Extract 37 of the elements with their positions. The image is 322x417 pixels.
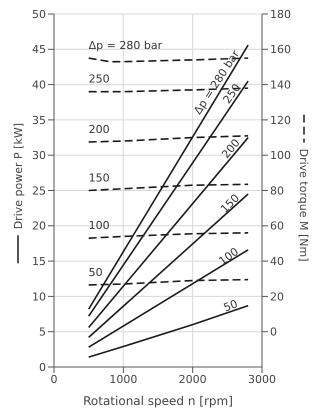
y-tick-label: 20 xyxy=(32,220,46,233)
series-label: 50 xyxy=(88,266,103,279)
y-tick-label: 0 xyxy=(39,360,46,374)
y-tick-label: 40 xyxy=(32,78,46,92)
series-label: Δp = 280 bar xyxy=(88,39,163,52)
x-tick-label: 2000 xyxy=(178,372,207,386)
y2-tick-label: 40 xyxy=(270,255,284,268)
y-tick-label: 15 xyxy=(32,255,46,268)
y-tick-label: 45 xyxy=(32,43,46,56)
series-label: 200 xyxy=(88,122,110,136)
series-label: 100 xyxy=(88,219,110,232)
x-axis-title: Rotational speed n [rpm] xyxy=(83,394,233,408)
y2-tick-label: 0 xyxy=(270,326,277,339)
y2-tick-label: 120 xyxy=(270,114,291,127)
y-tick-label: 30 xyxy=(32,149,46,162)
x-tick-label: 0 xyxy=(50,372,58,386)
y2-tick-label: 100 xyxy=(270,149,291,162)
series-label: 250 xyxy=(88,72,110,86)
x-tick-label: 3000 xyxy=(248,372,276,386)
y-tick-label: 10 xyxy=(32,290,46,304)
y-axis-title: Drive power P [kW] xyxy=(12,123,25,230)
y2-tick-label: 20 xyxy=(270,290,284,304)
text: 150 xyxy=(218,192,242,216)
y-tick-label: 5 xyxy=(39,326,46,339)
series-label: 150 xyxy=(88,172,110,184)
y-tick-label: 35 xyxy=(32,114,46,127)
y2-axis-title: Drive torque M [Nm] xyxy=(297,148,310,262)
text: 100 xyxy=(216,245,242,268)
y2-tick-label: 80 xyxy=(270,184,284,198)
y2-tick-label: 180 xyxy=(270,8,291,21)
y2-tick-label: 160 xyxy=(270,43,291,56)
y-tick-label: 25 xyxy=(32,184,46,198)
x-tick-label: 1000 xyxy=(109,372,138,386)
y2-tick-label: 60 xyxy=(270,220,284,233)
text: 50 xyxy=(222,297,240,314)
y-tick-label: 50 xyxy=(32,8,46,21)
y2-tick-label: 140 xyxy=(270,78,291,92)
